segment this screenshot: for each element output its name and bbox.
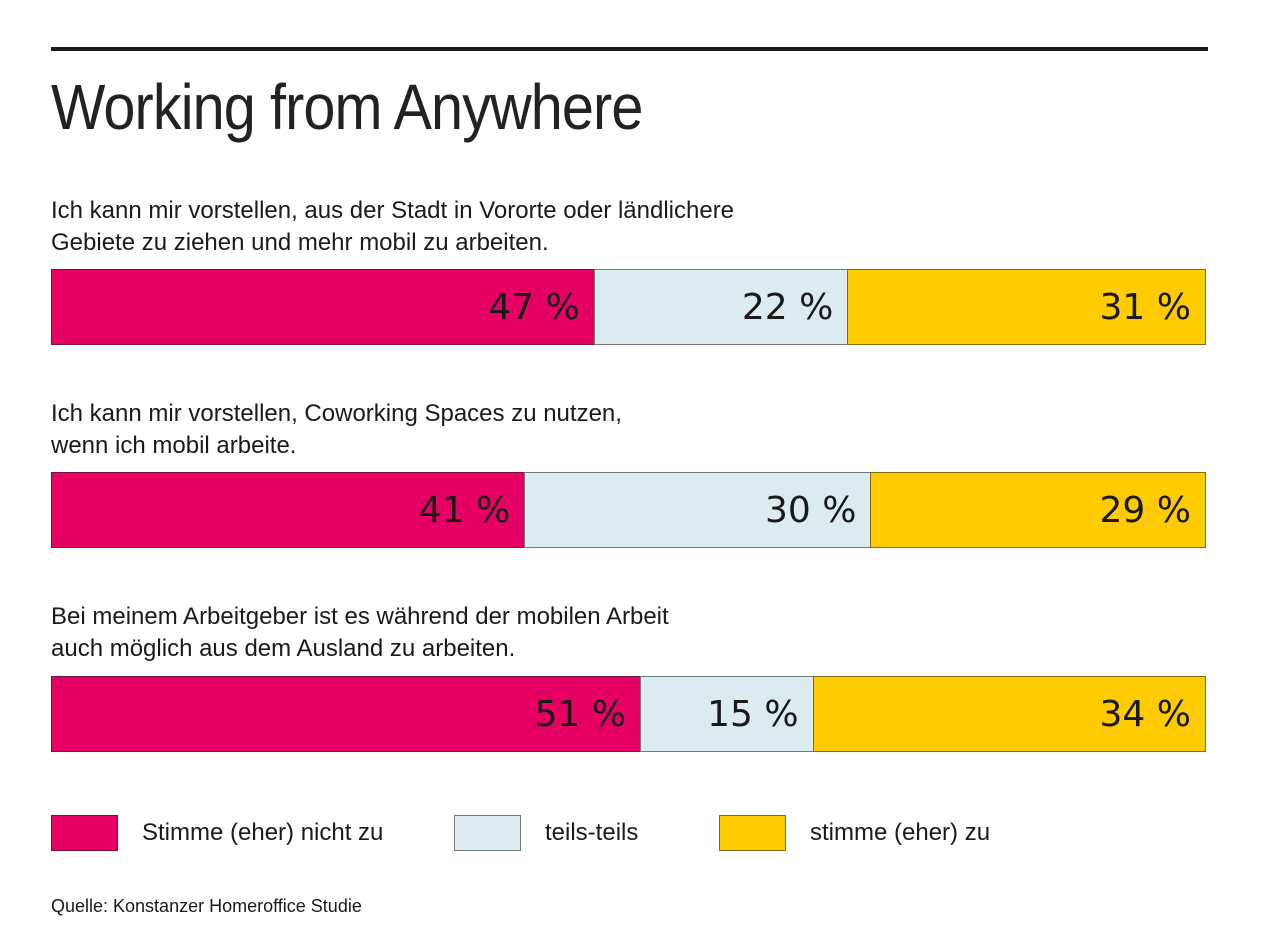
bar-2-value-agree: 29 % [1099, 489, 1191, 531]
stacked-bar-3: 51 % 15 % 34 % [51, 676, 1208, 752]
bar-3-value-disagree: 51 % [534, 693, 627, 735]
bar-2-segment-disagree: 41 % [51, 472, 526, 548]
source-note: Quelle: Konstanzer Homeroffice Studie [51, 896, 362, 916]
stacked-bar-2: 41 % 30 % 29 % [51, 472, 1208, 548]
legend-swatch-agree [719, 815, 786, 851]
stacked-bar-1: 47 % 22 % 31 % [51, 269, 1208, 345]
question-3: Bei meinem Arbeitgeber ist es während de… [51, 603, 669, 662]
question-2: Ich kann mir vorstellen, Coworking Space… [51, 400, 622, 459]
legend-label-neutral: teils-teils [545, 819, 639, 846]
bar-3-value-neutral: 15 % [707, 693, 799, 735]
bar-2-value-neutral: 30 % [764, 489, 857, 531]
legend-item-agree: stimme (eher) zu [719, 815, 990, 851]
bar-1-value-disagree: 47 % [488, 286, 580, 328]
bar-1-segment-disagree: 47 % [51, 269, 595, 345]
bar-1-value-neutral: 22 % [741, 286, 834, 328]
legend-label-disagree: Stimme (eher) nicht zu [142, 819, 384, 846]
bar-3-segment-disagree: 51 % [51, 676, 642, 752]
question-1: Ich kann mir vorstellen, aus der Stadt i… [51, 197, 735, 256]
legend-item-disagree: Stimme (eher) nicht zu [51, 815, 383, 851]
page-title: Working from Anywhere [51, 71, 643, 143]
legend-label-agree: stimme (eher) zu [810, 819, 991, 846]
legend-swatch-disagree [51, 815, 118, 851]
bar-2-segment-agree: 29 % [870, 472, 1206, 548]
legend-item-neutral: teils-teils [454, 815, 638, 851]
bar-1-segment-neutral: 22 % [593, 269, 849, 345]
bar-1-segment-agree: 31 % [847, 269, 1206, 345]
bar-2-value-disagree: 41 % [418, 489, 511, 531]
bar-3-segment-agree: 34 % [812, 676, 1206, 752]
bar-3-segment-neutral: 15 % [640, 676, 814, 752]
bar-3-value-agree: 34 % [1099, 693, 1191, 735]
legend-swatch-neutral [454, 815, 521, 851]
bar-2-segment-neutral: 30 % [524, 472, 872, 548]
bar-1-value-agree: 31 % [1099, 286, 1191, 328]
top-rule [51, 47, 1208, 51]
